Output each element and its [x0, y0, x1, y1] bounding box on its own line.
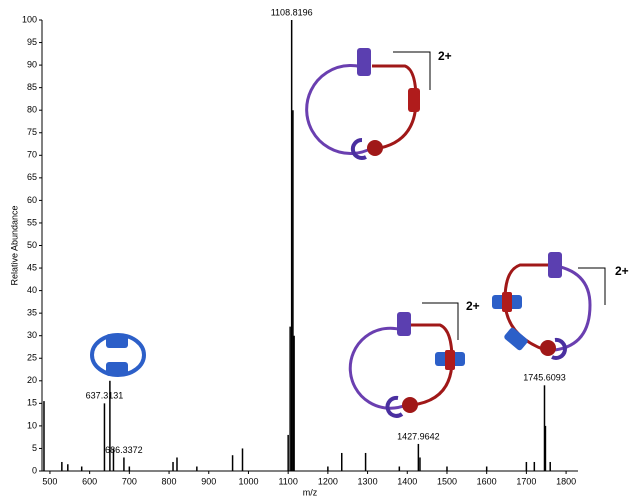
chart: 2+ 2+ 2+ 0 5 10 15 20 25 30 35 40 45 50 55 60 65 70 75 8… [0, 0, 630, 496]
x-axis-title: m/z [303, 487, 318, 496]
y-tick-label: 15 [27, 398, 37, 408]
charge-label: 2+ [615, 264, 629, 278]
cartoon-right [492, 252, 605, 358]
y-tick-label: 70 [27, 150, 37, 160]
y-tick-label: 35 [27, 308, 37, 318]
peak-label: 1108.8196 [271, 7, 313, 17]
y-tick-label: 75 [27, 127, 37, 137]
x-tick-label: 500 [42, 476, 57, 486]
x-tick-label: 1000 [238, 476, 258, 486]
x-tick-label: 1500 [437, 476, 457, 486]
y-tick-label: 10 [27, 420, 37, 430]
x-tick-label: 1400 [397, 476, 417, 486]
y-tick-label: 5 [32, 443, 37, 453]
x-tick-label: 600 [82, 476, 97, 486]
peak-label: 1745.6093 [523, 373, 566, 383]
cartoon-ring [92, 334, 144, 376]
y-tick-label: 80 [27, 105, 37, 115]
y-tick-label: 20 [27, 375, 37, 385]
y-tick-label: 50 [27, 240, 37, 250]
x-tick-label: 1300 [358, 476, 378, 486]
peak-label: 1427.9642 [397, 431, 440, 441]
y-tick-label: 40 [27, 285, 37, 295]
y-tick-label: 95 [27, 37, 37, 47]
charge-label: 2+ [438, 49, 452, 63]
x-tick-label: 1700 [516, 476, 536, 486]
x-tick-label: 1200 [318, 476, 338, 486]
y-tick-label: 90 [27, 59, 37, 69]
x-tick-label: 1600 [477, 476, 497, 486]
y-tick-label: 100 [22, 14, 37, 24]
y-tick-label: 55 [27, 217, 37, 227]
y-tick-label: 25 [27, 353, 37, 363]
peak-label: 686.3372 [105, 445, 143, 455]
x-tick-label: 1100 [278, 476, 297, 486]
y-tick-label: 45 [27, 262, 37, 272]
y-axis-title: Relative Abundance [9, 205, 19, 285]
x-tick-label: 900 [201, 476, 216, 486]
x-tick-label: 1800 [556, 476, 576, 486]
cartoon-medium [350, 303, 465, 416]
y-tick-label: 30 [27, 330, 37, 340]
x-tick-label: 800 [162, 476, 177, 486]
peak-label: 637.3131 [86, 391, 124, 401]
y-tick-label: 60 [27, 195, 37, 205]
charge-label: 2+ [466, 299, 480, 313]
cartoon-large [307, 48, 430, 158]
y-tick-label: 65 [27, 172, 37, 182]
y-tick-label: 85 [27, 82, 37, 92]
x-tick-label: 700 [122, 476, 137, 486]
y-tick-label: 0 [32, 465, 37, 475]
